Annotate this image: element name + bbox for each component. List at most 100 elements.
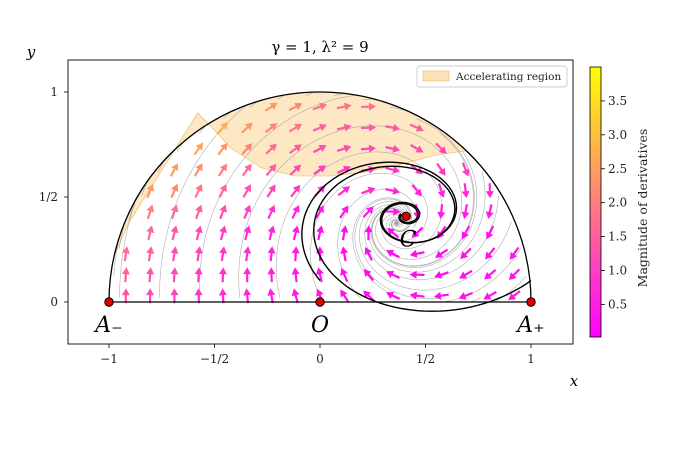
plot-frame [67, 59, 574, 345]
colorbar: 0.5 1.0 1.5 2.0 2.5 3.0 3.5 Magnitude of deriv… [589, 66, 650, 338]
streamline [364, 195, 499, 281]
streamline [305, 92, 314, 96]
critical-point-marker [401, 211, 411, 222]
quiver-arrow [170, 183, 179, 199]
colorbar-tick-label: 1.5 [608, 230, 627, 244]
quiver-arrow [437, 183, 446, 198]
quiver-arrow [264, 123, 278, 134]
colorbar-tick: 1.5 [601, 230, 627, 244]
quiver-arrow [509, 246, 520, 260]
streamline [249, 102, 257, 108]
quiver-arrow [362, 206, 374, 218]
quiver-arrow [461, 225, 471, 240]
quiver-arrow [411, 226, 424, 238]
quiver-arrow [386, 270, 400, 280]
quiver-arrow [217, 122, 229, 134]
critical-point: A₋ [93, 297, 123, 338]
orbit-O-to-C [301, 161, 458, 282]
quiver-arrow [386, 249, 400, 259]
y-tick-label: 1/2 [39, 190, 58, 204]
quiver-arrow [243, 225, 252, 241]
y-axis-label: y [26, 43, 36, 61]
quiver-arrow [461, 204, 470, 220]
quiver-arrow [288, 123, 303, 133]
quiver-arrow [409, 249, 425, 258]
quiver-arrow [360, 144, 377, 153]
quiver-arrow [340, 267, 349, 283]
quiver-arrow [385, 165, 401, 174]
streamline [157, 161, 164, 173]
quiver-arrow [336, 102, 352, 111]
colorbar-tick: 3.5 [601, 94, 627, 108]
quiver-arrow [170, 204, 179, 220]
quiver-arrow [312, 102, 328, 111]
quiver-arrow [267, 225, 276, 241]
quiver-arrow [193, 142, 203, 156]
quiver-arrow [386, 291, 401, 300]
colorbar-tick-label: 3.0 [608, 128, 627, 142]
quiver-arrow [146, 267, 155, 283]
quiver-arrow [340, 225, 349, 241]
quiver-arrow [267, 204, 276, 219]
quiver-arrow [461, 162, 470, 177]
quiver-arrow [219, 204, 227, 220]
quiver-arrow [243, 246, 252, 262]
y-tick: 1/2 [39, 190, 68, 204]
quiver-arrow [291, 246, 300, 262]
quiver-arrow [291, 288, 300, 304]
quiver-arrow [146, 204, 155, 220]
quiver-arrow [194, 267, 203, 283]
quiver-arrow [219, 225, 227, 241]
x-tick: −1 [100, 344, 118, 366]
quiver-arrow [219, 246, 227, 262]
quiver-arrow [340, 289, 350, 303]
quiver-arrow [291, 225, 300, 241]
quiver-arrow [485, 183, 494, 199]
quiver-arrow [385, 186, 401, 195]
quiver-arrow [360, 123, 377, 132]
streamline [141, 182, 148, 197]
quiver-arrow [364, 247, 373, 261]
streamline [371, 118, 475, 267]
streamline [368, 172, 486, 273]
colorbar-tick: 3.0 [601, 128, 627, 142]
quiver-arrow [169, 163, 179, 177]
quiver-arrow [265, 143, 277, 155]
quiver-arrow [267, 246, 276, 262]
streamline [177, 142, 183, 152]
chart-title: γ = 1, λ² = 9 [271, 38, 368, 56]
quiver-arrow [170, 246, 179, 262]
legend-swatch-accelerating [422, 70, 450, 82]
quiver-arrow [409, 123, 424, 132]
quiver-arrow [289, 164, 302, 176]
x-tick: 0 [316, 344, 324, 366]
streamline [354, 198, 441, 300]
critical-point-label: A₊ [515, 313, 545, 338]
quiver-arrow [241, 143, 253, 155]
quiver-arrow [243, 267, 252, 283]
quiver-arrow [146, 288, 155, 304]
quiver-arrow [312, 123, 327, 132]
quiver-arrow [316, 225, 325, 241]
heteroclinic-orbits [301, 161, 532, 312]
colorbar-tick: 2.0 [601, 196, 627, 210]
quiver-arrow [217, 142, 228, 156]
quiver-arrow [336, 144, 352, 153]
quiver-arrow [218, 288, 227, 304]
quiver-arrow [146, 246, 155, 262]
quiver-arrow [194, 225, 203, 241]
quiver-arrow [194, 246, 203, 262]
quiver-arrow [217, 163, 228, 177]
quiver-arrow [146, 183, 155, 199]
streamline [334, 93, 343, 96]
colorbar-tick-label: 3.5 [608, 94, 627, 108]
y-ticks: 0 1/2 1 [39, 85, 68, 309]
x-tick-label: 1 [527, 352, 535, 366]
quiver-arrow [195, 204, 203, 220]
quiver-arrow [242, 184, 251, 198]
quiver-arrow [243, 288, 252, 304]
quiver-arrow [340, 246, 349, 262]
quiver-arrow [243, 204, 252, 220]
colorbar-label: Magnitude of derivatives [635, 129, 650, 288]
quiver-arrow [337, 186, 351, 197]
